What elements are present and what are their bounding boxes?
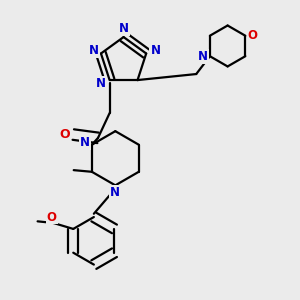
Text: N: N [110,186,120,199]
Text: N: N [80,136,90,148]
Text: O: O [248,29,258,42]
Text: O: O [47,211,57,224]
Text: N: N [198,50,208,63]
Text: N: N [89,44,99,57]
Text: O: O [60,128,70,141]
Text: N: N [150,44,161,57]
Text: N: N [96,77,106,90]
Text: N: N [118,22,129,35]
